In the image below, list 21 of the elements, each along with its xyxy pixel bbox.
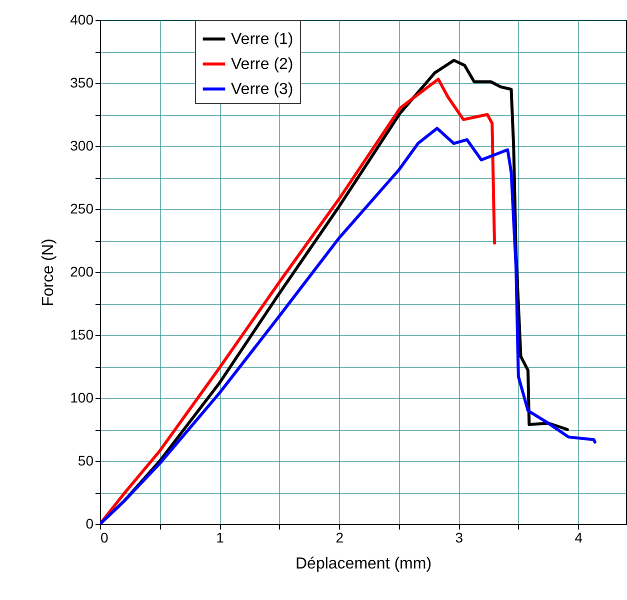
- x-tick-label: 1: [216, 530, 224, 546]
- y-tick-label: 50: [78, 452, 94, 468]
- y-axis-title: Force (N): [40, 238, 58, 306]
- legend-label: Verre (1): [231, 31, 294, 48]
- y-tick-label: 150: [70, 326, 94, 342]
- y-tick-label: 400: [70, 12, 94, 28]
- y-tick-label: 300: [70, 138, 94, 154]
- y-tick-label: 0: [86, 516, 94, 532]
- y-tick-label: 100: [70, 390, 94, 406]
- x-tick-label: 4: [574, 530, 583, 546]
- x-axis-title: Déplacement (mm): [295, 556, 432, 572]
- x-tick-label: 3: [455, 530, 464, 546]
- y-tick-label: 250: [70, 200, 94, 216]
- y-tick-label: 200: [70, 264, 94, 280]
- legend-label: Verre (2): [231, 56, 294, 73]
- line-series: [100, 78, 496, 524]
- x-tick-label: 2: [336, 530, 344, 546]
- legend-label: Verre (3): [231, 81, 294, 98]
- line-series: [100, 126, 596, 524]
- y-tick-label: 350: [70, 74, 94, 90]
- x-tick-label: 0: [100, 530, 108, 546]
